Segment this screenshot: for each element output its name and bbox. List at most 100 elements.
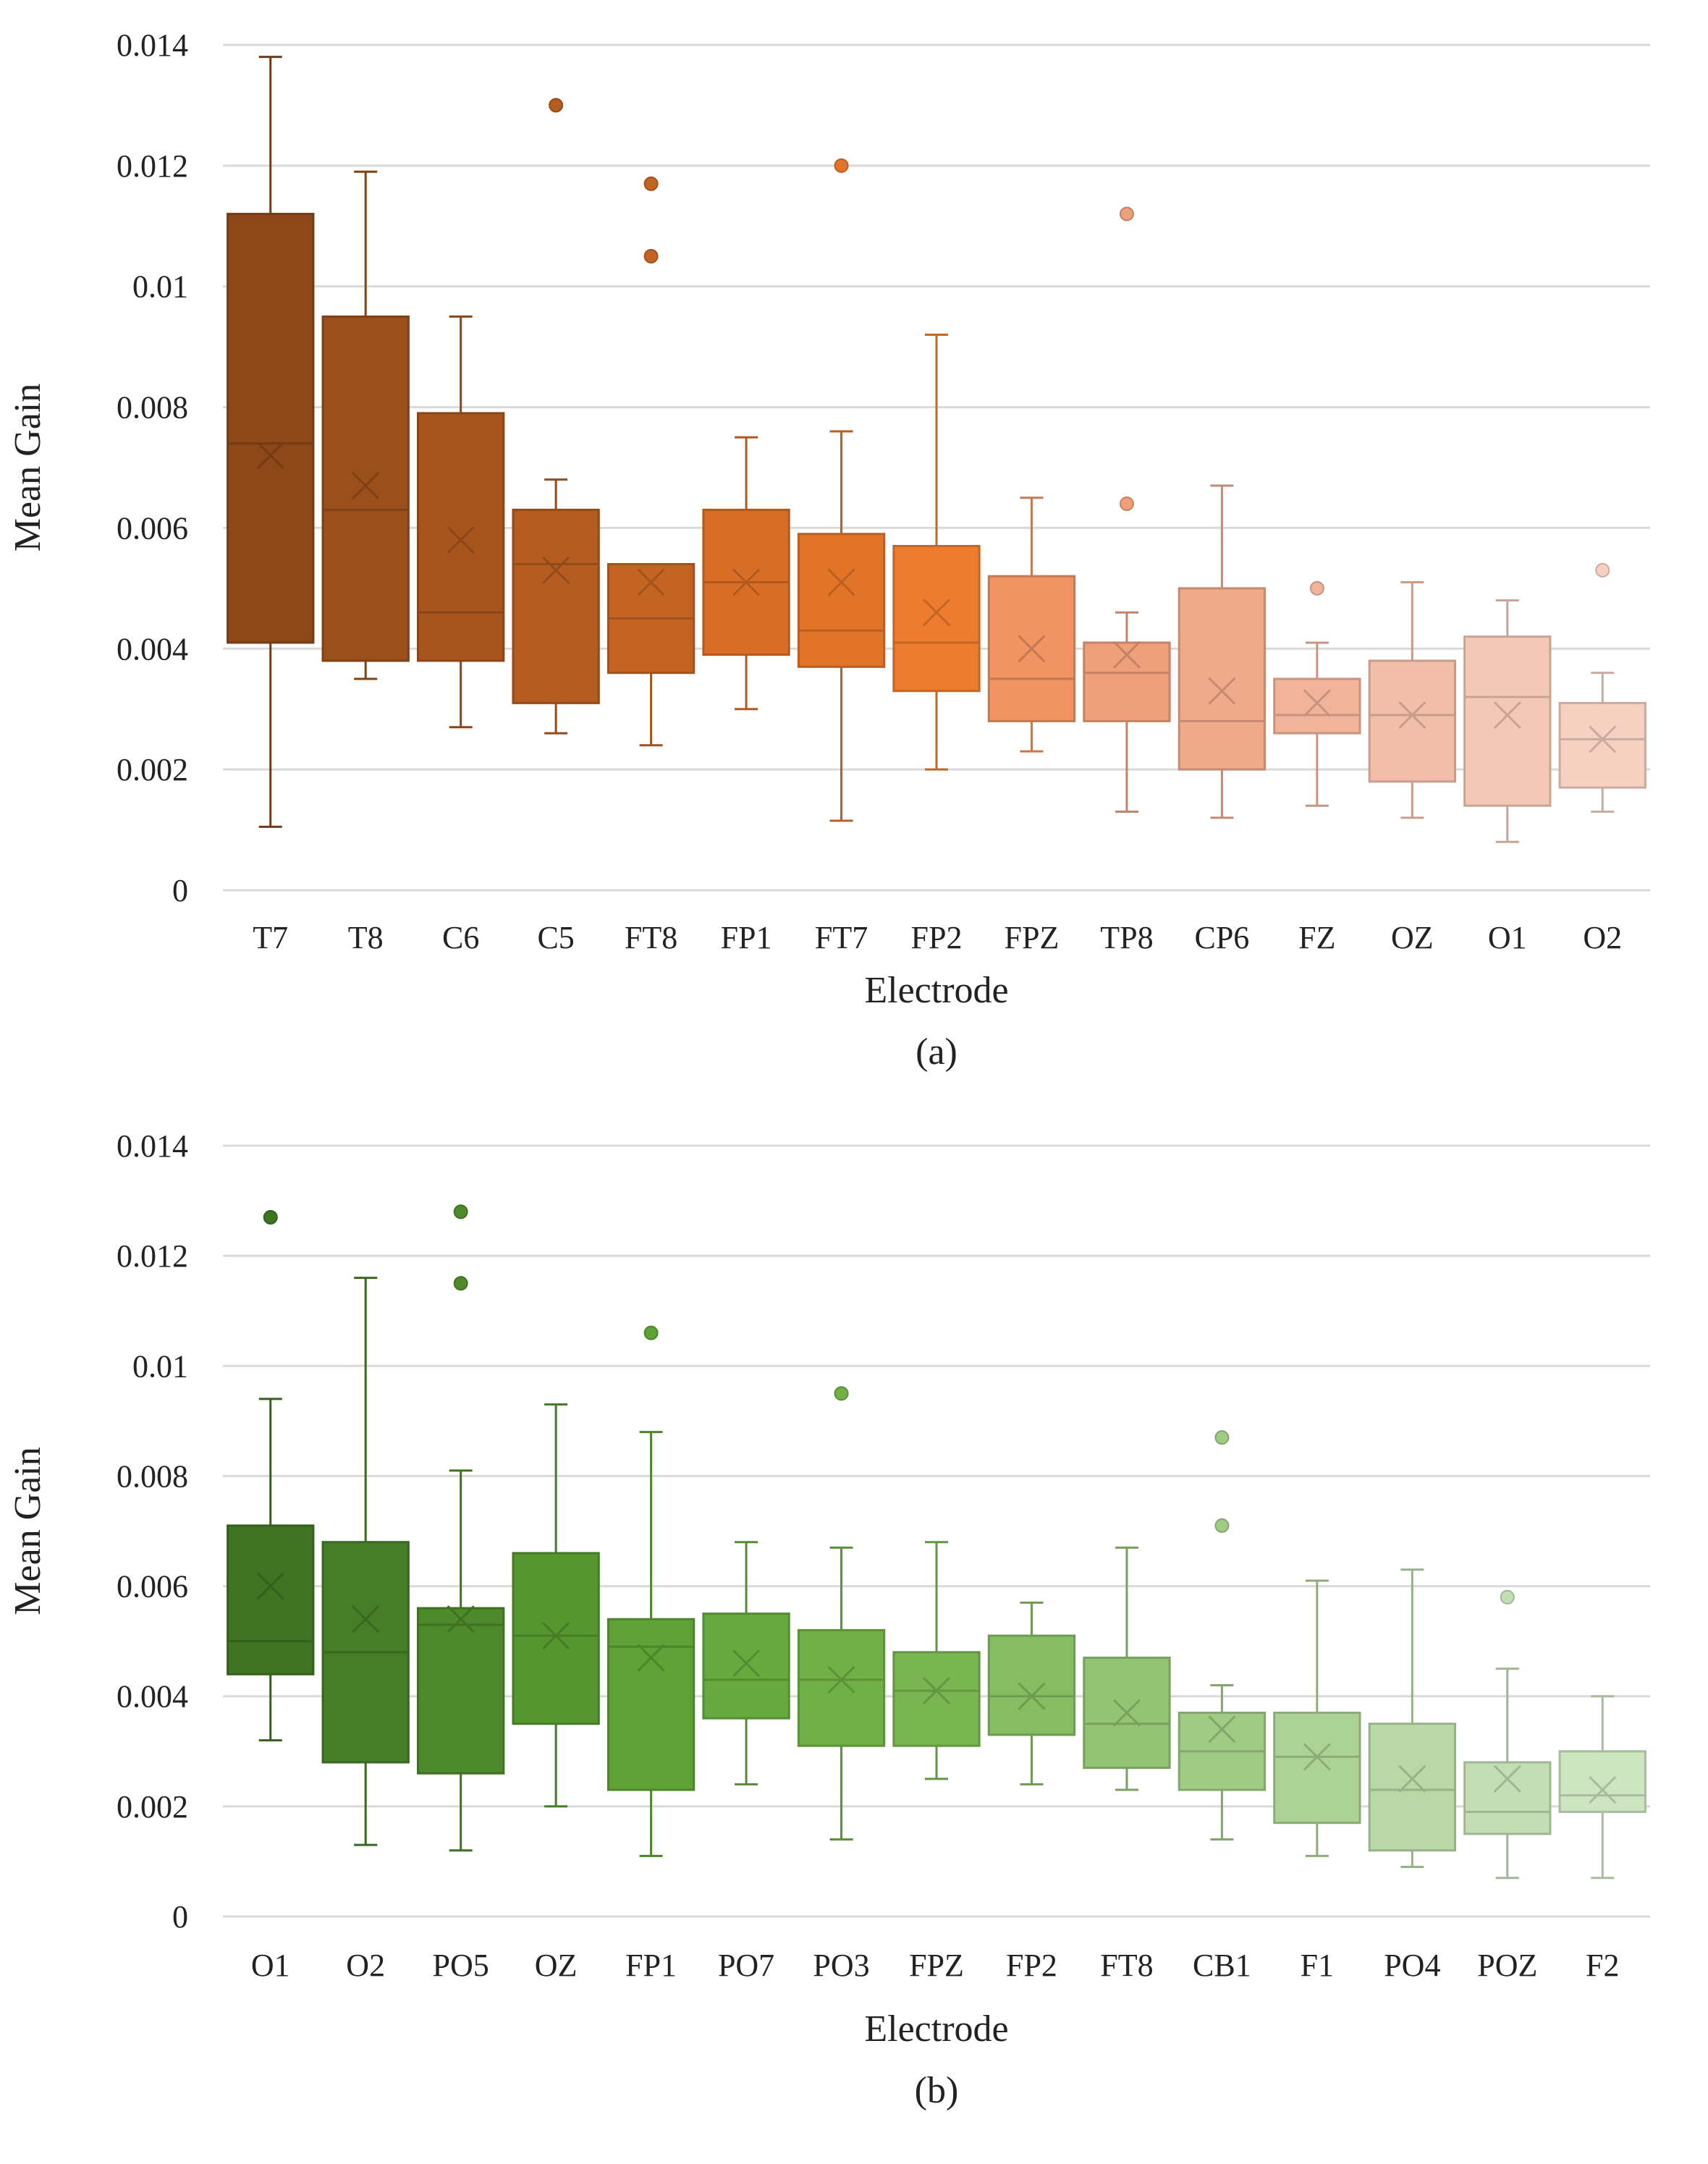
mean-marker-stroke xyxy=(256,1572,284,1600)
y-tick-label: 0 xyxy=(172,873,188,908)
mean-marker-stroke xyxy=(827,1665,855,1694)
box-f1 xyxy=(1273,1712,1361,1825)
mean-marker-stroke xyxy=(732,568,761,596)
mean-marker-stroke xyxy=(1493,701,1521,730)
x-tick-label: FP2 xyxy=(1006,1948,1057,1983)
outlier-point xyxy=(549,98,564,113)
mean-marker-stroke xyxy=(1303,1743,1331,1771)
outlier-point xyxy=(1500,1589,1515,1605)
mean-marker xyxy=(922,1677,951,1705)
outlier-point xyxy=(1214,1430,1230,1445)
mean-marker-stroke xyxy=(1112,641,1141,669)
mean-marker-stroke xyxy=(1303,689,1331,717)
box-poz xyxy=(1463,1761,1552,1835)
mean-marker-stroke xyxy=(352,1605,380,1633)
mean-marker xyxy=(352,1605,380,1633)
outlier-point xyxy=(643,176,659,191)
y-tick-label: 0.012 xyxy=(117,148,188,184)
x-tick-label: F1 xyxy=(1301,1948,1334,1983)
mean-marker xyxy=(732,1649,761,1678)
box-oz xyxy=(1368,659,1456,783)
x-tick-label: O2 xyxy=(1583,920,1622,955)
y-tick-label: 0.01 xyxy=(132,1348,188,1384)
mean-marker-stroke xyxy=(827,568,855,596)
box-fz xyxy=(1273,677,1361,735)
mean-marker xyxy=(1018,635,1046,663)
box-o1 xyxy=(227,1524,315,1675)
box-c6 xyxy=(417,412,505,662)
x-tick-label: FP2 xyxy=(911,920,963,955)
mean-marker xyxy=(1018,1682,1046,1710)
box-po3 xyxy=(797,1628,886,1747)
outlier-point xyxy=(453,1276,468,1291)
outlier-point xyxy=(1119,496,1134,512)
x-axis-label: Electrode xyxy=(864,970,1008,1011)
mean-marker xyxy=(1208,677,1236,705)
y-tick-label: 0.004 xyxy=(117,631,188,667)
outlier-point xyxy=(1214,1518,1230,1533)
x-tick-label: FPZ xyxy=(909,1948,964,1983)
mean-marker xyxy=(1398,701,1426,730)
x-tick-label: FP1 xyxy=(721,920,772,955)
mean-marker xyxy=(1112,1699,1141,1727)
y-tick-label: 0.01 xyxy=(132,269,188,305)
box-ft7 xyxy=(797,533,886,668)
y-tick-label: 0.012 xyxy=(117,1238,188,1274)
x-tick-label: O2 xyxy=(346,1948,385,1983)
mean-marker xyxy=(827,568,855,596)
mean-marker-stroke xyxy=(637,1644,665,1672)
mean-marker-stroke xyxy=(1493,1764,1521,1793)
x-tick-label: C6 xyxy=(442,920,479,955)
mean-marker xyxy=(542,556,570,584)
panel-b: 0 0.002 0.004 0.006 0.008 0.01 0.012 0.014 Mean … xyxy=(7,1128,1650,2111)
mean-marker xyxy=(827,1665,855,1694)
mean-marker xyxy=(1589,1775,1617,1804)
mean-marker-stroke xyxy=(1208,677,1236,705)
x-tick-label: CP6 xyxy=(1194,920,1249,955)
mean-marker-stroke xyxy=(1018,1682,1046,1710)
outlier-point xyxy=(1119,206,1134,221)
x-tick-label: CB1 xyxy=(1193,1948,1251,1983)
mean-marker xyxy=(732,568,761,596)
box-t7 xyxy=(227,213,315,644)
mean-marker-stroke xyxy=(637,568,665,596)
box-oz xyxy=(512,1552,600,1725)
x-tick-label: TP8 xyxy=(1100,920,1153,955)
outlier-point xyxy=(834,1386,849,1401)
mean-marker-stroke xyxy=(256,441,284,470)
mean-marker xyxy=(256,1572,284,1600)
x-tick-label: FZ xyxy=(1298,920,1335,955)
outlier-point xyxy=(1595,562,1610,578)
y-tick-label: 0.008 xyxy=(117,390,188,426)
box-t8 xyxy=(321,315,410,662)
box-c5 xyxy=(512,508,600,704)
outlier-point xyxy=(834,158,849,173)
mean-marker-stroke xyxy=(1589,1775,1617,1804)
y-tick-label: 0.004 xyxy=(117,1679,188,1715)
box-o2 xyxy=(1558,701,1646,789)
x-axis-label: Electrode xyxy=(864,2008,1008,2050)
mean-marker-stroke xyxy=(542,1621,570,1650)
y-axis-label: Mean Gain xyxy=(7,1447,48,1615)
mean-marker-stroke xyxy=(447,1605,475,1633)
mean-marker xyxy=(1303,689,1331,717)
outlier-point xyxy=(1309,580,1324,596)
box-po7 xyxy=(702,1613,790,1720)
outlier-point xyxy=(643,1325,659,1340)
box-fpz xyxy=(892,1651,981,1747)
panel-caption: (b) xyxy=(915,2070,959,2111)
x-tick-label: FPZ xyxy=(1005,920,1060,955)
mean-marker xyxy=(637,1644,665,1672)
mean-marker xyxy=(1493,1764,1521,1793)
mean-marker xyxy=(256,441,284,470)
mean-marker-stroke xyxy=(542,556,570,584)
mean-marker xyxy=(447,526,475,554)
mean-marker-stroke xyxy=(732,1649,761,1678)
outlier-point xyxy=(453,1204,468,1220)
x-tick-label: T7 xyxy=(253,920,288,955)
mean-marker-stroke xyxy=(1112,1699,1141,1727)
mean-marker-stroke xyxy=(1208,1715,1236,1744)
x-tick-label: FT7 xyxy=(815,920,868,955)
mean-marker xyxy=(637,568,665,596)
